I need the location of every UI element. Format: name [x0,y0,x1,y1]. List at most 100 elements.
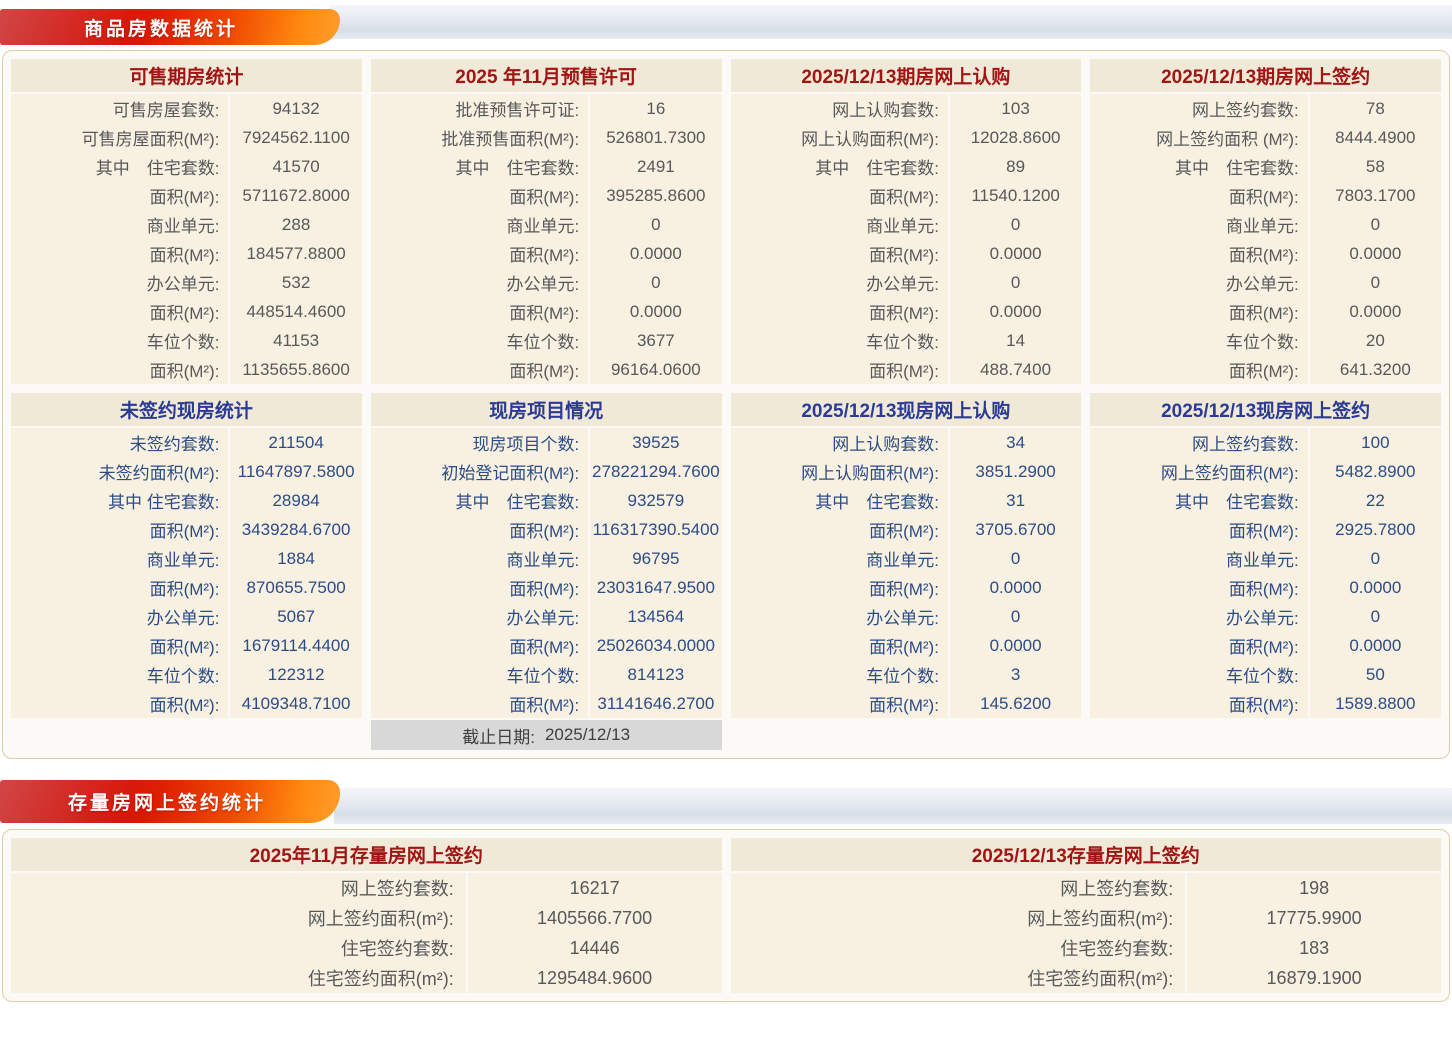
row-label: 面积(M²): [11,355,229,384]
table-row: 面积(M²): 448514.4600 [11,297,362,326]
table-row: 网上签约面积(m²): 17775.9900 [730,903,1441,933]
row-label: 网上签约套数: [1090,94,1308,123]
banner-silver-bar [334,788,1452,824]
row-value: 932579 [590,486,722,515]
row-label: 面积(M²): [11,181,229,210]
table-title: 2025/12/13存量房网上签约 [730,838,1441,871]
table-row: 面积(M²): 11540.1200 [730,181,1082,210]
row-label: 网上签约套数: [730,873,1186,903]
row-label: 其中 住宅套数: [730,152,948,181]
row-label: 面积(M²): [730,239,948,268]
table-body: 网上签约套数: 198 网上签约面积(m²): 17775.9900 住宅签约套数: 18… [730,873,1441,993]
row-value: 16217 [467,873,722,903]
table-row: 商业单元: 96795 [370,544,722,573]
row-label: 住宅签约套数: [730,933,1186,963]
table-body: 网上认购套数: 34 网上认购面积(M²): 3851.2900 其中 住宅套数: 31 面… [730,428,1082,718]
row-value: 58 [1309,152,1441,181]
row-label: 面积(M²): [370,297,589,326]
table-row: 住宅签约套数: 14446 [11,933,722,963]
table-row: 商业单元: 1884 [11,544,362,573]
row-label: 未签约面积(M²): [11,457,229,486]
row-value: 211504 [230,428,362,457]
row-label: 车位个数: [11,326,229,355]
row-value: 395285.8600 [590,181,722,210]
row-value: 0 [949,268,1082,297]
table-title: 未签约现房统计 [11,393,362,426]
row-value: 0 [1309,210,1441,239]
row-value: 50 [1309,660,1441,689]
row-label: 办公单元: [11,602,229,631]
table-row: 面积(M²): 0.0000 [370,239,722,268]
table-row: 批准预售许可证: 16 [370,94,722,123]
table-row: 网上签约面积(M²): 5482.8900 [1090,457,1441,486]
table-title: 2025 年11月预售许可 [370,59,722,92]
table-title: 可售期房统计 [11,59,362,92]
row-label: 可售房屋面积(M²): [11,123,229,152]
table-row: 面积(M²): 3705.6700 [730,515,1082,544]
row-value: 78 [1309,94,1441,123]
table-body: 网上签约套数: 16217 网上签约面积(m²): 1405566.7700 住宅签约套… [11,873,722,993]
table-row: 面积(M²): 0.0000 [1090,239,1441,268]
table-row: 网上签约套数: 78 [1090,94,1441,123]
row-label: 网上签约套数: [1090,428,1308,457]
table-body: 未签约套数: 211504 未签约面积(M²): 11647897.5800 其中 住宅… [11,428,362,718]
table-row: 住宅签约套数: 183 [730,933,1441,963]
table-existing-online-signing: 2025/12/13现房网上签约 网上签约套数: 100 网上签约面积(M²): 54… [1090,393,1441,718]
row-label: 面积(M²): [730,181,948,210]
row-value: 11647897.5800 [230,457,362,486]
table-row: 面积(M²): 0.0000 [370,297,722,326]
table-row: 办公单元: 0 [1090,602,1441,631]
row-label: 面积(M²): [370,689,589,718]
row-label: 办公单元: [1090,602,1308,631]
table-row: 面积(M²): 0.0000 [730,239,1082,268]
table-row: 网上签约套数: 100 [1090,428,1441,457]
commodity-housing-banner: 商品房数据统计 [0,5,1452,45]
row-label: 其中 住宅套数: [370,486,589,515]
row-label: 住宅签约面积(m²): [11,963,466,993]
table-row: 网上认购面积(M²): 3851.2900 [730,457,1082,486]
row-label: 网上认购套数: [730,94,948,123]
table-nov-presale-permits: 2025 年11月预售许可 批准预售许可证: 16 批准预售面积(M²): 52680… [370,59,722,384]
table-row: 其中 住宅套数: 41570 [11,152,362,181]
row-label: 车位个数: [370,660,589,689]
row-value: 16 [590,94,722,123]
row-value: 14446 [467,933,722,963]
stock-housing-banner: 存量房网上签约统计 [0,780,1452,824]
row-label: 网上签约面积(m²): [730,903,1186,933]
row-value: 1135655.8600 [230,355,362,384]
row-label: 面积(M²): [730,297,948,326]
table-row: 面积(M²): 2925.7800 [1090,515,1441,544]
row-value: 1295484.9600 [467,963,722,993]
row-label: 车位个数: [730,326,948,355]
row-value: 41570 [230,152,362,181]
row-value: 1679114.4400 [230,631,362,660]
row-value: 2491 [590,152,722,181]
table-row: 商业单元: 0 [730,544,1082,573]
row-label: 面积(M²): [11,631,229,660]
row-value: 12028.8600 [949,123,1082,152]
table-row: 批准预售面积(M²): 526801.7300 [370,123,722,152]
row-value: 20 [1309,326,1441,355]
table-row: 商业单元: 0 [1090,544,1441,573]
table-row: 面积(M²): 96164.0600 [370,355,722,384]
row-label: 面积(M²): [730,573,948,602]
table-row: 网上认购面积(M²): 12028.8600 [730,123,1082,152]
table-row: 车位个数: 50 [1090,660,1441,689]
row-label: 车位个数: [11,660,229,689]
row-label: 其中 住宅套数: [11,486,229,515]
table-row: 网上认购套数: 103 [730,94,1082,123]
row-value: 0 [590,268,722,297]
row-label: 车位个数: [730,660,948,689]
table-row: 其中 住宅套数: 2491 [370,152,722,181]
cutoff-date-row: 截止日期: 2025/12/13 [370,720,722,750]
row-label: 商业单元: [1090,544,1308,573]
row-value: 0.0000 [949,573,1082,602]
table-body: 可售房屋套数: 94132 可售房屋面积(M²): 7924562.1100 其中 住宅… [11,94,362,384]
commodity-housing-panel: 可售期房统计 可售房屋套数: 94132 可售房屋面积(M²): 7924562.11… [2,50,1450,759]
row-label: 面积(M²): [370,181,589,210]
row-value: 0 [1309,602,1441,631]
table-existing-housing-projects: 现房项目情况 现房项目个数: 39525 初始登记面积(M²): 278221294.… [370,393,722,750]
row-value: 641.3200 [1309,355,1441,384]
row-label: 办公单元: [730,602,948,631]
table-row: 办公单元: 5067 [11,602,362,631]
